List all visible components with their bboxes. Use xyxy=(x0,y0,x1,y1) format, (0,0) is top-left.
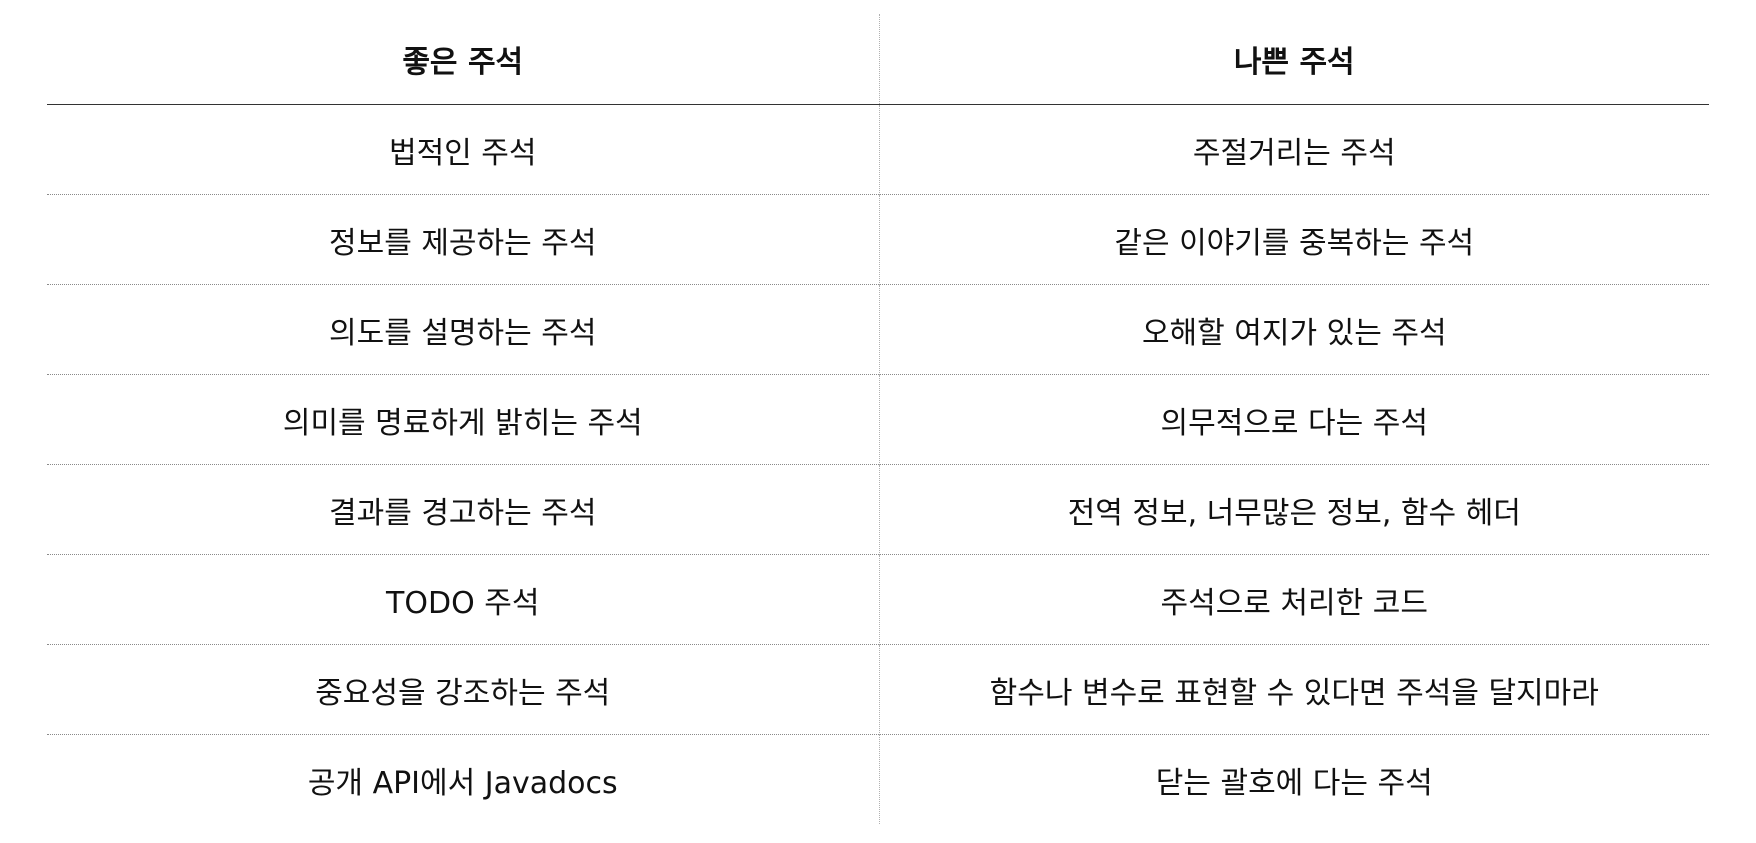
bad-comment-cell: 전역 정보, 너무많은 정보, 함수 헤더 xyxy=(879,464,1709,555)
table-row: 정보를 제공하는 주석 같은 이야기를 중복하는 주석 xyxy=(47,194,1709,285)
good-comment-cell: 공개 API에서 Javadocs xyxy=(47,734,880,824)
table-row: 법적인 주석 주절거리는 주석 xyxy=(47,104,1709,195)
comparison-table-container: 좋은 주석 나쁜 주석 법적인 주석 주절거리는 주석 정보를 제공하는 주석 … xyxy=(47,14,1709,824)
good-comment-cell: 법적인 주석 xyxy=(47,104,880,195)
good-comment-cell: 의미를 명료하게 밝히는 주석 xyxy=(47,374,880,465)
bad-comment-cell: 같은 이야기를 중복하는 주석 xyxy=(879,194,1709,285)
table-row: TODO 주석 주석으로 처리한 코드 xyxy=(47,554,1709,645)
good-comment-cell: 정보를 제공하는 주석 xyxy=(47,194,880,285)
header-row: 좋은 주석 나쁜 주석 xyxy=(47,14,1709,105)
table-row: 의미를 명료하게 밝히는 주석 의무적으로 다는 주석 xyxy=(47,374,1709,465)
bad-comment-cell: 함수나 변수로 표현할 수 있다면 주석을 달지마라 xyxy=(879,644,1709,735)
good-comment-cell: 의도를 설명하는 주석 xyxy=(47,284,880,375)
bad-comment-cell: 오해할 여지가 있는 주석 xyxy=(879,284,1709,375)
table-row: 의도를 설명하는 주석 오해할 여지가 있는 주석 xyxy=(47,284,1709,375)
table-header: 좋은 주석 나쁜 주석 xyxy=(47,14,1709,105)
good-comment-cell: 결과를 경고하는 주석 xyxy=(47,464,880,555)
table-row: 중요성을 강조하는 주석 함수나 변수로 표현할 수 있다면 주석을 달지마라 xyxy=(47,644,1709,735)
good-comment-cell: 중요성을 강조하는 주석 xyxy=(47,644,880,735)
comments-comparison-table: 좋은 주석 나쁜 주석 법적인 주석 주절거리는 주석 정보를 제공하는 주석 … xyxy=(47,14,1709,824)
table-row: 결과를 경고하는 주석 전역 정보, 너무많은 정보, 함수 헤더 xyxy=(47,464,1709,555)
good-comment-cell: TODO 주석 xyxy=(47,554,880,645)
bad-comment-cell: 닫는 괄호에 다는 주석 xyxy=(879,734,1709,824)
table-body: 법적인 주석 주절거리는 주석 정보를 제공하는 주석 같은 이야기를 중복하는… xyxy=(47,104,1709,824)
bad-comment-cell: 주절거리는 주석 xyxy=(1192,135,1396,171)
header-good-comments: 좋은 주석 xyxy=(47,14,880,105)
bad-comment-cell: 주석으로 처리한 코드 xyxy=(879,554,1709,645)
header-bad-comments: 나쁜 주석 xyxy=(879,14,1709,105)
bad-comment-cell: 의무적으로 다는 주석 xyxy=(879,374,1709,465)
table-row: 공개 API에서 Javadocs 닫는 괄호에 다는 주석 xyxy=(47,734,1709,824)
